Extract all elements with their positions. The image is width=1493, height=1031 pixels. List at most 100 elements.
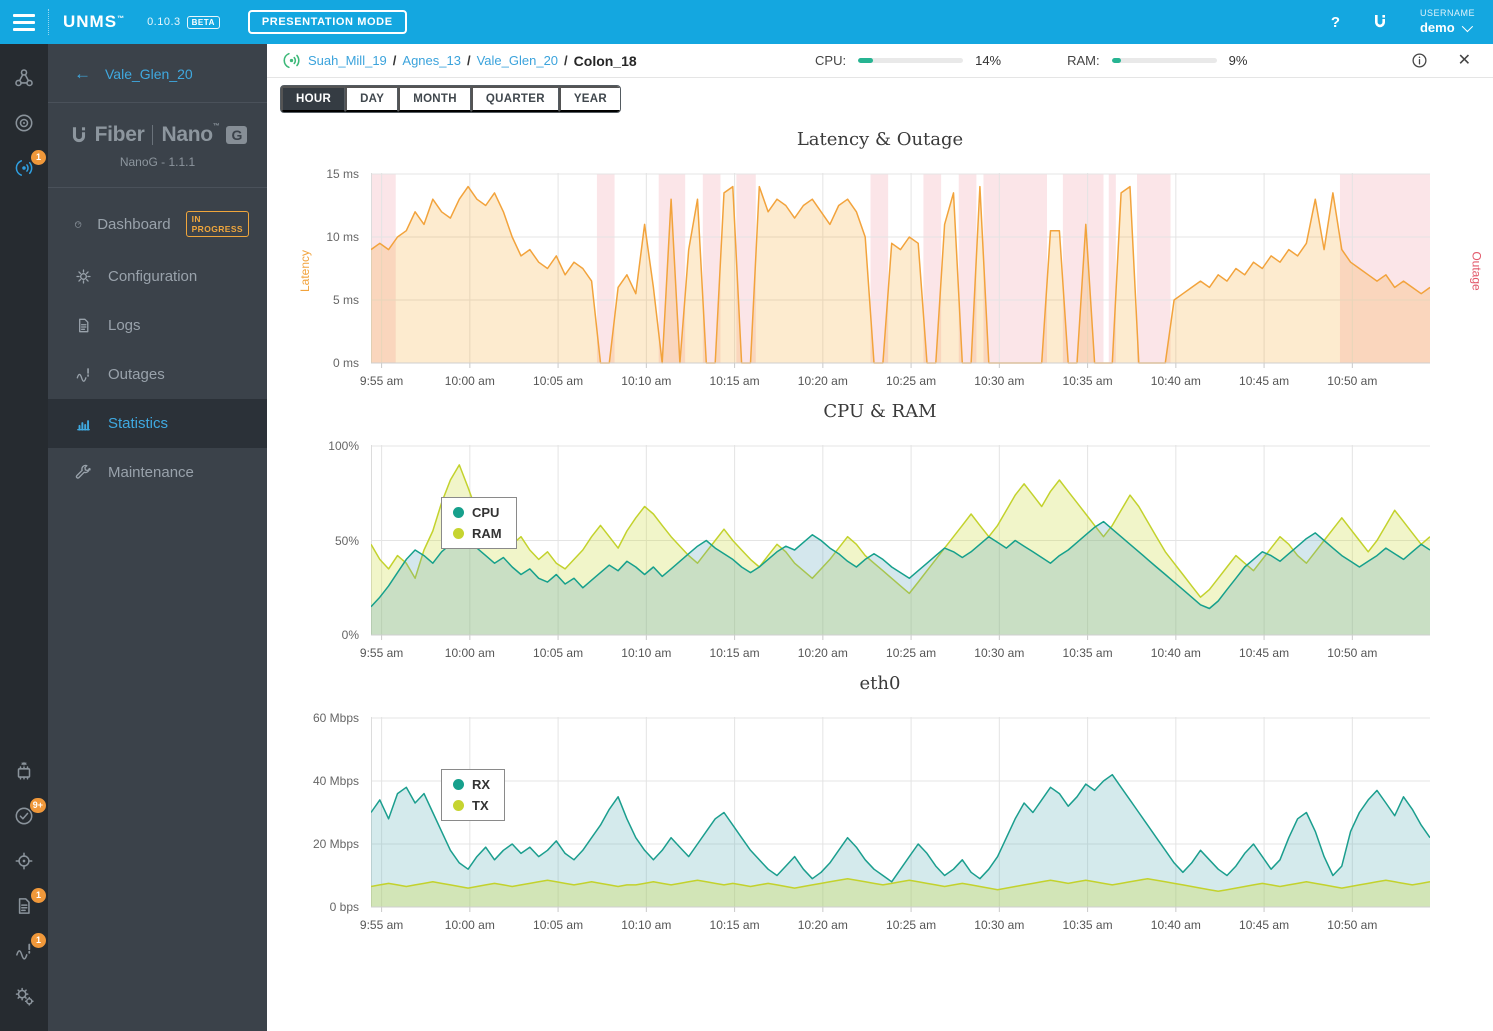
chevron-down-icon: [1461, 20, 1473, 32]
antenna-icon: [283, 52, 300, 69]
x-tick-label: 9:55 am: [359, 374, 404, 388]
topbar-divider: [48, 9, 49, 35]
x-tick-label: 10:40 am: [1150, 374, 1201, 388]
app-logo: UNMS™: [63, 12, 126, 31]
y-tick-label: 50%: [334, 533, 359, 548]
breadcrumb-separator: /: [466, 53, 471, 68]
x-tick-label: 10:00 am: [444, 646, 495, 660]
y-tick-label: 5 ms: [332, 293, 359, 307]
x-tick-label: 10:35 am: [1062, 374, 1113, 388]
tab-month[interactable]: MONTH: [398, 86, 471, 112]
global-nav-gears-icon[interactable]: [13, 985, 35, 1012]
beta-badge: BETA: [186, 15, 220, 29]
sidebar-item-outages[interactable]: Outages: [48, 350, 267, 399]
hamburger-menu-icon[interactable]: [0, 13, 48, 31]
trademark: ™: [117, 15, 126, 23]
plot-area: 0% 50% 100% 9:55 am 10:00 am 10:05 am 10:10 am…: [328, 439, 1430, 660]
sidebar-item-configuration[interactable]: Configuration: [48, 252, 267, 301]
chart-latency-outage: Latency & Outage 0 ms 5 ms 10 ms 15 ms 9:55 a…: [267, 127, 1493, 388]
y-tick-label: 100%: [328, 439, 359, 453]
sidebar-item-logs[interactable]: Logs: [48, 301, 267, 350]
user-menu[interactable]: USERNAME demo: [1420, 8, 1475, 36]
chart-title: CPU & RAM: [823, 401, 937, 422]
x-tick-label: 10:25 am: [886, 918, 937, 932]
breadcrumb-link[interactable]: Vale_Glen_20: [476, 53, 559, 68]
ram-stat: RAM: 9%: [1067, 53, 1261, 68]
sidebar-item-maintenance[interactable]: Maintenance: [48, 448, 267, 497]
global-nav-radar-icon[interactable]: [13, 112, 35, 139]
global-nav-chip-icon[interactable]: [13, 760, 35, 787]
legend-item-ram: RAM: [453, 526, 502, 541]
x-tick-label: 10:15 am: [709, 918, 760, 932]
global-nav-sites-icon[interactable]: [13, 67, 35, 94]
back-to-site-link[interactable]: ← Vale_Glen_20: [48, 44, 267, 103]
legend-item-tx: TX: [453, 798, 490, 813]
tab-quarter[interactable]: QUARTER: [470, 86, 559, 112]
ubiquiti-logo-icon[interactable]: [1370, 12, 1390, 32]
tab-day[interactable]: DAY: [345, 86, 399, 112]
pulse-icon: [16, 943, 31, 960]
info-icon[interactable]: [1411, 52, 1428, 69]
legend-item-rx: RX: [453, 777, 490, 792]
sidebar-item-statistics[interactable]: Statistics: [48, 399, 267, 448]
legend-dot: [453, 507, 464, 518]
legend-label: RAM: [472, 526, 502, 541]
x-tick-label: 10:50 am: [1327, 374, 1378, 388]
global-nav-antenna-icon[interactable]: 1: [13, 150, 46, 184]
breadcrumb-current: Colon_18: [573, 52, 637, 69]
tab-hour[interactable]: HOUR: [281, 86, 346, 112]
plot-area: 0 ms 5 ms 10 ms 15 ms 9:55 am 10:00 am 10:05 a…: [298, 167, 1483, 388]
document-icon: [18, 898, 30, 914]
panel-header: Suah_Mill_19 / Agnes_13 / Vale_Glen_20 / Colon…: [267, 44, 1493, 78]
device-menu: Dashboard IN PROGRESS Configuration Logs Out…: [48, 196, 267, 497]
legend-dot: [453, 800, 464, 811]
chart-legend: RX TX: [441, 769, 506, 821]
sidebar-item-label: Statistics: [108, 415, 169, 432]
notification-badge: 9+: [29, 798, 46, 813]
chart-legend: CPU RAM: [441, 497, 517, 549]
breadcrumb-link[interactable]: Suah_Mill_19: [308, 53, 387, 68]
chip-icon: [17, 761, 31, 780]
sidebar-item-label: Logs: [108, 317, 141, 334]
sidebar-item-dashboard[interactable]: Dashboard IN PROGRESS: [48, 196, 267, 252]
help-icon[interactable]: ?: [1330, 13, 1340, 31]
gear-icon: [76, 269, 91, 284]
x-tick-label: 10:05 am: [533, 646, 584, 660]
x-tick-label: 9:55 am: [359, 646, 404, 660]
tab-year[interactable]: YEAR: [558, 86, 620, 112]
global-nav-pulse-icon[interactable]: 1: [13, 933, 46, 967]
global-icon-sidebar: 1 9+ 1 1: [0, 44, 48, 1031]
sidebar-item-label: Outages: [108, 366, 165, 383]
plot-area: 0 bps 20 Mbps 40 Mbps 60 Mbps 9:55 am 10:00 a…: [313, 711, 1430, 932]
close-icon[interactable]: ✕: [1457, 51, 1471, 69]
x-tick-label: 10:50 am: [1327, 918, 1378, 932]
global-nav-locate-icon[interactable]: [13, 850, 35, 877]
document-icon: [79, 318, 89, 333]
y-tick-label: 10 ms: [326, 230, 359, 244]
breadcrumb-separator: /: [392, 53, 397, 68]
presentation-mode-button[interactable]: PRESENTATION MODE: [247, 10, 407, 34]
antenna-icon: [15, 160, 33, 176]
legend-label: TX: [472, 798, 489, 813]
device-brand-logo: Fiber Nano™ G: [48, 103, 267, 153]
radar-icon: [15, 114, 33, 132]
x-tick-label: 10:30 am: [974, 374, 1025, 388]
ufiber-u-icon: [72, 127, 85, 143]
global-nav-check-circle-icon[interactable]: 9+: [13, 798, 46, 832]
device-sidebar: ← Vale_Glen_20 Fiber Nano™ G NanoG - 1.1…: [48, 44, 267, 1031]
left-axis-label: Latency: [298, 249, 312, 293]
breadcrumb-link[interactable]: Agnes_13: [402, 53, 461, 68]
gears-icon: [15, 987, 34, 1006]
global-nav-document-icon[interactable]: 1: [13, 888, 46, 922]
charts-area: Latency & Outage 0 ms 5 ms 10 ms 15 ms 9:55 a…: [267, 119, 1493, 1031]
x-tick-label: 10:10 am: [621, 374, 672, 388]
x-tick-label: 10:20 am: [797, 646, 848, 660]
x-tick-label: 10:25 am: [886, 374, 937, 388]
x-tick-label: 10:30 am: [974, 918, 1025, 932]
x-tick-label: 10:10 am: [621, 646, 672, 660]
chart-canvas: [371, 717, 1430, 912]
notification-badge: 1: [31, 933, 46, 948]
logo-g-badge: G: [226, 126, 248, 144]
x-tick-label: 10:45 am: [1239, 918, 1290, 932]
